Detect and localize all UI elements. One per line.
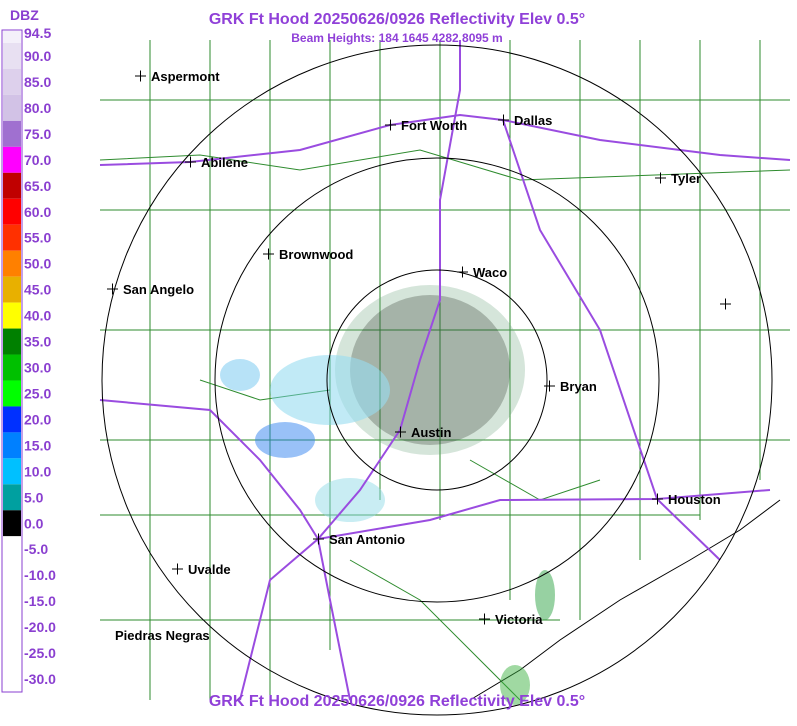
legend-label: 10.0	[24, 463, 51, 479]
legend-label: 60.0	[24, 204, 51, 220]
legend-swatch	[3, 120, 21, 147]
legend-label: 65.0	[24, 178, 51, 194]
legend-swatch	[3, 302, 21, 329]
legend-swatch	[3, 588, 21, 615]
legend-label: 25.0	[24, 385, 51, 401]
legend-swatch	[3, 458, 21, 485]
legend-unit: DBZ	[10, 7, 39, 23]
city-label: Brownwood	[279, 247, 353, 262]
legend-label: -30.0	[24, 671, 56, 687]
legend-swatch	[3, 484, 21, 511]
legend-swatch	[3, 536, 21, 563]
legend-swatch	[3, 276, 21, 303]
coastline	[469, 499, 781, 701]
radar-echoes	[220, 285, 555, 705]
legend-swatch	[3, 640, 21, 667]
city-marker	[385, 119, 396, 131]
city-marker	[172, 563, 183, 575]
city-label: Austin	[411, 425, 452, 440]
city-marker	[185, 156, 196, 168]
legend-label: 70.0	[24, 152, 51, 168]
legend-label: -15.0	[24, 593, 56, 609]
legend-label: 90.0	[24, 48, 51, 64]
legend-swatch	[3, 562, 21, 589]
city-label: Houston	[668, 492, 721, 507]
legend-swatch	[3, 224, 21, 251]
city-label: San Antonio	[329, 532, 405, 547]
footer-title: GRK Ft Hood 20250626/0926 Reflectivity E…	[209, 693, 585, 710]
city-label: Tyler	[671, 171, 701, 186]
legend-label: -25.0	[24, 645, 56, 661]
city-label: Uvalde	[188, 562, 231, 577]
legend-swatch	[3, 614, 21, 641]
city-marker	[395, 426, 406, 438]
city-label: Bryan	[560, 379, 597, 394]
city-label: Abilene	[201, 155, 248, 170]
legend-swatch	[3, 510, 21, 537]
city-label: Dallas	[514, 113, 552, 128]
city-label: Victoria	[495, 612, 543, 627]
county-lines	[99, 40, 791, 701]
legend-label: 45.0	[24, 282, 51, 298]
legend-label: -20.0	[24, 619, 56, 635]
legend-swatch	[3, 68, 21, 95]
legend-swatch	[3, 328, 21, 355]
legend-swatch	[3, 31, 21, 43]
city-marker	[479, 613, 490, 625]
legend-swatch	[3, 354, 21, 381]
legend-label: 94.5	[24, 25, 51, 41]
city-marker	[263, 248, 274, 260]
cities: Aspermont Abilene Fort Worth Dallas Tyler Bro…	[107, 69, 731, 643]
subtitle: Beam Heights: 184 1645 4282 8095 m	[291, 31, 502, 45]
city-marker	[652, 493, 663, 505]
legend-swatch	[3, 146, 21, 173]
legend-swatch	[3, 250, 21, 277]
legend-swatch	[3, 198, 21, 225]
city-marker	[457, 266, 468, 278]
city-marker	[655, 172, 666, 184]
legend-label: 0.0	[24, 515, 44, 531]
legend-label: 85.0	[24, 74, 51, 90]
legend-swatch	[3, 432, 21, 459]
city-marker	[544, 380, 555, 392]
city-label: San Angelo	[123, 282, 194, 297]
legend-swatch	[3, 43, 21, 69]
legend-label: -10.0	[24, 567, 56, 583]
title: GRK Ft Hood 20250626/0926 Reflectivity E…	[209, 11, 585, 28]
city-label: Fort Worth	[401, 118, 467, 133]
city-marker	[135, 70, 146, 82]
legend-swatch	[3, 380, 21, 407]
legend-swatch	[3, 406, 21, 433]
legend-label: 15.0	[24, 437, 51, 453]
city-marker	[107, 283, 118, 295]
legend-label: 50.0	[24, 256, 51, 272]
legend-label: 75.0	[24, 126, 51, 142]
city-label: Piedras Negras	[115, 628, 210, 643]
legend-label: 30.0	[24, 360, 51, 376]
legend-swatch	[3, 94, 21, 121]
legend-label: 5.0	[24, 489, 44, 505]
range-rings	[101, 44, 773, 716]
city-label: Aspermont	[151, 69, 220, 84]
city-marker	[313, 533, 324, 545]
legend-label: -5.0	[24, 541, 48, 557]
legend-label: 55.0	[24, 230, 51, 246]
city-marker	[720, 298, 731, 310]
legend-label: 80.0	[24, 100, 51, 116]
legend-label: 40.0	[24, 308, 51, 324]
city-label: Waco	[473, 265, 507, 280]
city-marker	[498, 114, 509, 126]
legend: 94.5 90.0 85.0 80.0 75.0 70.0 65.0 60.0 55.0 50.0…	[3, 25, 56, 687]
legend-label: 20.0	[24, 411, 51, 427]
legend-swatch	[3, 172, 21, 199]
legend-label: 35.0	[24, 334, 51, 350]
legend-frame	[1, 29, 23, 693]
